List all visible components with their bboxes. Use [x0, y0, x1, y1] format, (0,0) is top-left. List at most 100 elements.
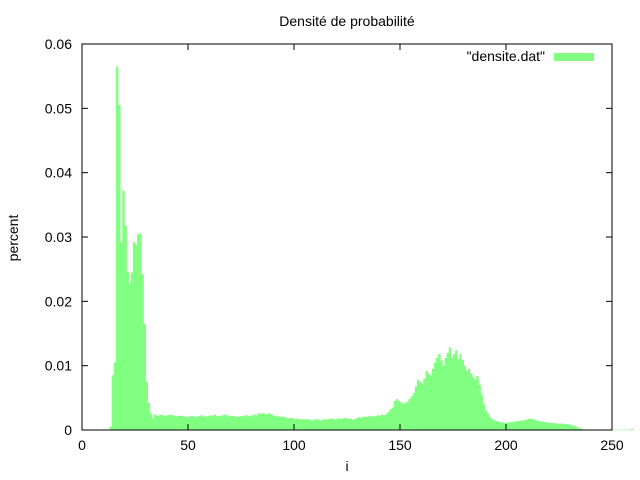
- histogram-bar: [279, 417, 282, 430]
- histogram-bar: [427, 373, 430, 430]
- histogram-bar: [489, 417, 492, 430]
- histogram-bar: [618, 429, 621, 431]
- histogram-bar: [344, 417, 348, 430]
- histogram-bar: [554, 423, 558, 430]
- histogram-bar: [408, 399, 411, 430]
- histogram-bar: [204, 416, 208, 430]
- histogram-bar: [300, 419, 303, 430]
- histogram-bar: [245, 415, 248, 430]
- histogram-bar: [196, 416, 199, 430]
- histogram-bar: [209, 415, 212, 430]
- histogram-bar: [559, 423, 562, 430]
- histogram-bar: [410, 396, 414, 430]
- histogram-bar: [376, 415, 380, 430]
- histogram-bar: [253, 414, 257, 430]
- histogram-bar: [626, 429, 630, 431]
- y-tick-label: 0.05: [45, 100, 72, 116]
- histogram-bar: [474, 379, 477, 430]
- histogram-bar: [130, 272, 134, 430]
- histogram-bar: [480, 394, 483, 430]
- histogram-bar: [126, 272, 129, 430]
- x-tick-label: 100: [282, 437, 306, 453]
- histogram-bar: [330, 418, 333, 430]
- histogram-bar: [340, 419, 344, 430]
- histogram-bar: [200, 415, 204, 430]
- histogram-bar: [241, 415, 244, 430]
- histogram-bar: [183, 416, 187, 430]
- histogram-bar: [332, 419, 335, 430]
- histogram-bar: [355, 418, 358, 430]
- histogram-bar: [207, 415, 210, 430]
- histogram-bar: [310, 420, 314, 430]
- histogram-bar: [149, 413, 153, 430]
- histogram-bar: [395, 399, 399, 430]
- histogram-bar: [120, 242, 123, 430]
- histogram-bar: [308, 419, 312, 430]
- histogram-bar: [419, 381, 422, 430]
- histogram-bar: [431, 368, 435, 430]
- histogram-bar: [533, 419, 536, 430]
- histogram-bar: [459, 354, 462, 430]
- histogram-bar: [132, 242, 136, 430]
- histogram-bar: [315, 419, 318, 430]
- histogram-bar: [397, 401, 401, 430]
- histogram-bar: [304, 419, 308, 430]
- histogram-bar: [433, 362, 437, 430]
- histogram-bar: [145, 381, 149, 430]
- histogram-bar: [442, 365, 445, 430]
- histogram-bar: [548, 422, 551, 430]
- legend-label: "densite.dat": [467, 48, 545, 64]
- y-tick-label: 0.01: [45, 358, 72, 374]
- histogram-bar: [154, 414, 157, 430]
- y-axis-label: percent: [5, 215, 21, 262]
- histogram-bar: [321, 419, 324, 430]
- histogram-bar: [349, 419, 352, 430]
- histogram-bar: [274, 416, 278, 430]
- histogram-bar: [542, 421, 545, 430]
- histogram-bar: [378, 415, 382, 430]
- histogram-bar: [122, 190, 125, 430]
- histogram-bar: [294, 419, 297, 430]
- histogram-bar: [323, 419, 327, 430]
- histogram-bar: [213, 414, 216, 430]
- histogram-bar: [497, 421, 500, 430]
- histogram-bar: [319, 420, 322, 430]
- histogram-bar: [450, 357, 454, 430]
- histogram-bar: [287, 418, 291, 430]
- histogram-bar: [181, 415, 185, 430]
- histogram-bar: [406, 401, 409, 430]
- histogram-bar: [162, 415, 165, 430]
- histogram-bar: [404, 402, 407, 430]
- histogram-bar: [461, 359, 464, 430]
- histogram-bar: [230, 415, 233, 430]
- histogram-bar: [544, 422, 547, 430]
- x-axis-ticks: 0 50 100 150 200 250: [78, 44, 624, 453]
- histogram-bar: [156, 415, 159, 430]
- histogram-bar: [137, 233, 140, 430]
- histogram-bar: [383, 415, 386, 430]
- histogram-bar: [414, 386, 418, 430]
- histogram-bar: [520, 420, 524, 430]
- histogram-bar: [143, 323, 146, 430]
- histogram-bar: [268, 413, 271, 430]
- histogram-bar: [361, 417, 365, 430]
- histogram-bar: [128, 283, 132, 430]
- x-tick-label: 0: [78, 437, 86, 453]
- histogram-bar: [298, 419, 301, 430]
- histogram-bar: [215, 415, 218, 430]
- histogram-bar: [228, 416, 231, 430]
- histogram-bar: [429, 375, 433, 430]
- histogram-bar: [194, 417, 197, 430]
- histogram-bar: [317, 419, 320, 430]
- histogram-bar: [342, 418, 346, 430]
- histogram-bar: [217, 416, 221, 430]
- histogram-bar: [160, 414, 163, 430]
- histogram-bar: [247, 415, 250, 430]
- histogram-bar: [552, 422, 556, 430]
- histogram-bar: [368, 416, 371, 430]
- histogram-bar: [141, 274, 144, 430]
- histogram-bar: [463, 365, 467, 430]
- histogram-bar: [359, 417, 363, 430]
- histogram-bar: [467, 368, 471, 430]
